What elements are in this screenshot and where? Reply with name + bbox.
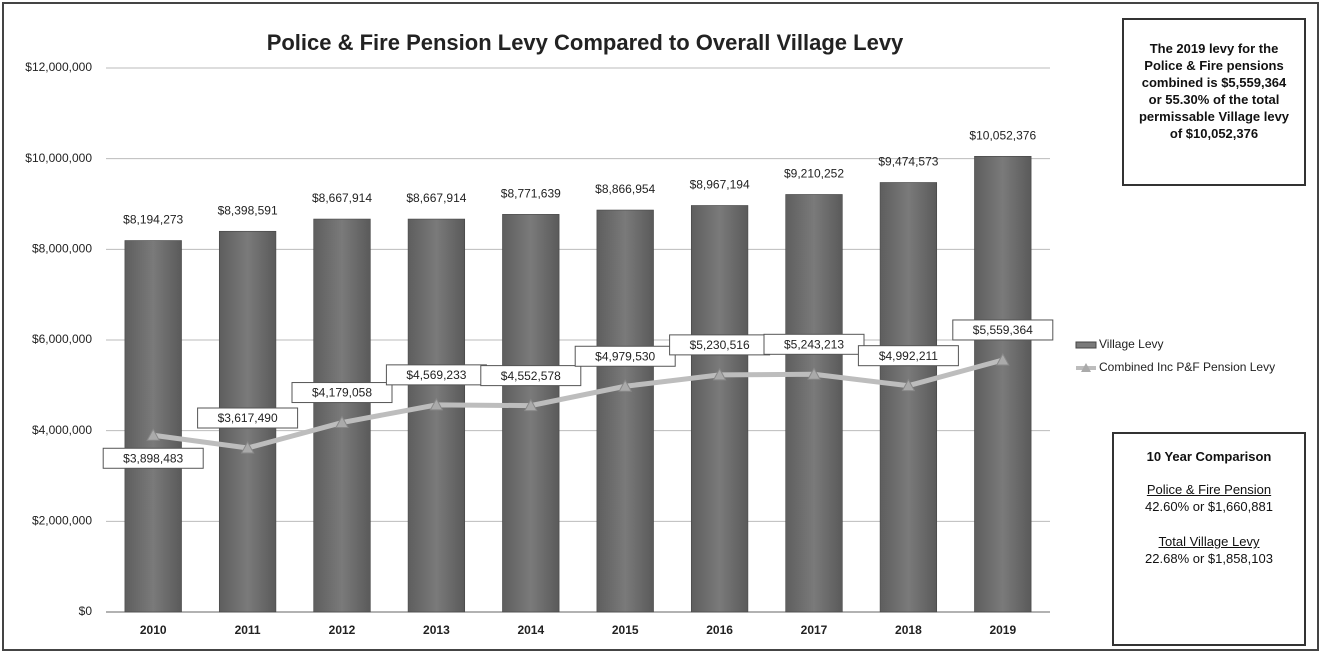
bar-value-label: $8,398,591 bbox=[218, 203, 278, 217]
y-tick-label: $12,000,000 bbox=[25, 60, 92, 74]
x-tick-label: 2012 bbox=[329, 623, 356, 637]
line-value-label: $5,559,364 bbox=[973, 323, 1033, 337]
y-tick-label: $2,000,000 bbox=[32, 514, 92, 528]
bar bbox=[974, 155, 1032, 613]
x-tick-label: 2013 bbox=[423, 623, 450, 637]
line-value-label: $5,230,516 bbox=[690, 338, 750, 352]
bar bbox=[879, 182, 938, 613]
line-marker bbox=[712, 367, 727, 381]
y-tick-label: $8,000,000 bbox=[32, 242, 92, 256]
line-marker bbox=[240, 440, 255, 454]
bar-value-label: $9,210,252 bbox=[784, 167, 844, 181]
y-tick-label: $0 bbox=[79, 604, 93, 618]
line-marker bbox=[146, 428, 161, 441]
x-tick-label: 2019 bbox=[989, 623, 1016, 637]
bar-value-label: $8,667,914 bbox=[312, 191, 372, 205]
pension-change: 42.60% or $1,660,881 bbox=[1145, 499, 1273, 514]
bar-value-label: $8,771,639 bbox=[501, 187, 561, 201]
value-label-box bbox=[197, 407, 299, 429]
summary-box: The 2019 levy for the Police & Fire pens… bbox=[1122, 18, 1306, 186]
value-label-box bbox=[102, 447, 204, 469]
line-value-label: $4,569,233 bbox=[406, 368, 466, 382]
line-marker bbox=[429, 397, 444, 411]
y-tick-label: $6,000,000 bbox=[32, 332, 92, 346]
line-value-label: $4,552,578 bbox=[501, 369, 561, 383]
line-value-label: $4,179,058 bbox=[312, 386, 372, 400]
line-value-label: $3,898,483 bbox=[123, 451, 183, 465]
x-tick-label: 2011 bbox=[235, 623, 261, 637]
line-marker bbox=[995, 352, 1010, 366]
line-marker bbox=[335, 415, 349, 429]
legend-label: Village Levy bbox=[1099, 337, 1164, 351]
pension-heading: Police & Fire Pension bbox=[1146, 482, 1272, 497]
line-marker bbox=[618, 379, 633, 392]
line-value-label: $4,979,530 bbox=[595, 349, 655, 363]
bar-value-label: $8,667,914 bbox=[406, 191, 466, 205]
line-value-label: $3,617,490 bbox=[218, 411, 278, 425]
bar bbox=[596, 209, 654, 613]
value-label-box bbox=[574, 345, 676, 367]
line-value-label: $5,243,213 bbox=[784, 337, 844, 351]
y-tick-label: $4,000,000 bbox=[32, 423, 92, 437]
bar bbox=[502, 214, 560, 613]
pension-line bbox=[152, 357, 1004, 451]
value-label-box bbox=[291, 382, 393, 404]
comparison-box: 10 Year Comparison Police & Fire Pension… bbox=[1112, 432, 1306, 646]
value-label-box bbox=[763, 333, 865, 355]
bar-value-label: $10,052,376 bbox=[969, 128, 1036, 142]
line-marker bbox=[901, 378, 916, 392]
x-tick-label: 2017 bbox=[801, 623, 828, 637]
bar bbox=[124, 240, 182, 613]
line-marker bbox=[523, 398, 538, 412]
bar-value-label: $8,194,273 bbox=[123, 213, 183, 227]
value-label-box bbox=[857, 345, 959, 367]
bar-value-label: $8,866,954 bbox=[595, 182, 655, 196]
value-label-box bbox=[952, 319, 1054, 341]
legend-swatch bbox=[1075, 341, 1097, 349]
legend-label: Combined Inc P&F Pension Levy bbox=[1099, 360, 1275, 374]
line-marker bbox=[807, 367, 821, 380]
bar bbox=[407, 218, 466, 613]
x-tick-label: 2010 bbox=[140, 623, 167, 637]
bar bbox=[785, 194, 843, 613]
x-tick-label: 2018 bbox=[895, 623, 922, 637]
bar-value-label: $9,474,573 bbox=[878, 155, 938, 169]
line-value-label: $4,992,211 bbox=[879, 349, 938, 363]
bar-value-label: $8,967,194 bbox=[690, 178, 750, 192]
x-tick-label: 2014 bbox=[517, 623, 544, 637]
comparison-title: 10 Year Comparison bbox=[1146, 449, 1272, 464]
x-tick-label: 2015 bbox=[612, 623, 639, 637]
chart-title: Police & Fire Pension Levy Compared to O… bbox=[267, 30, 904, 55]
x-tick-label: 2016 bbox=[706, 623, 733, 637]
y-tick-label: $10,000,000 bbox=[25, 151, 92, 165]
summary-text: The 2019 levy for the Police & Fire pens… bbox=[1138, 41, 1290, 141]
value-label-box bbox=[480, 365, 582, 387]
legend-marker bbox=[1081, 363, 1091, 372]
village-heading: Total Village Levy bbox=[1158, 534, 1260, 549]
village-change: 22.68% or $1,858,103 bbox=[1145, 551, 1273, 566]
bar bbox=[690, 205, 749, 613]
